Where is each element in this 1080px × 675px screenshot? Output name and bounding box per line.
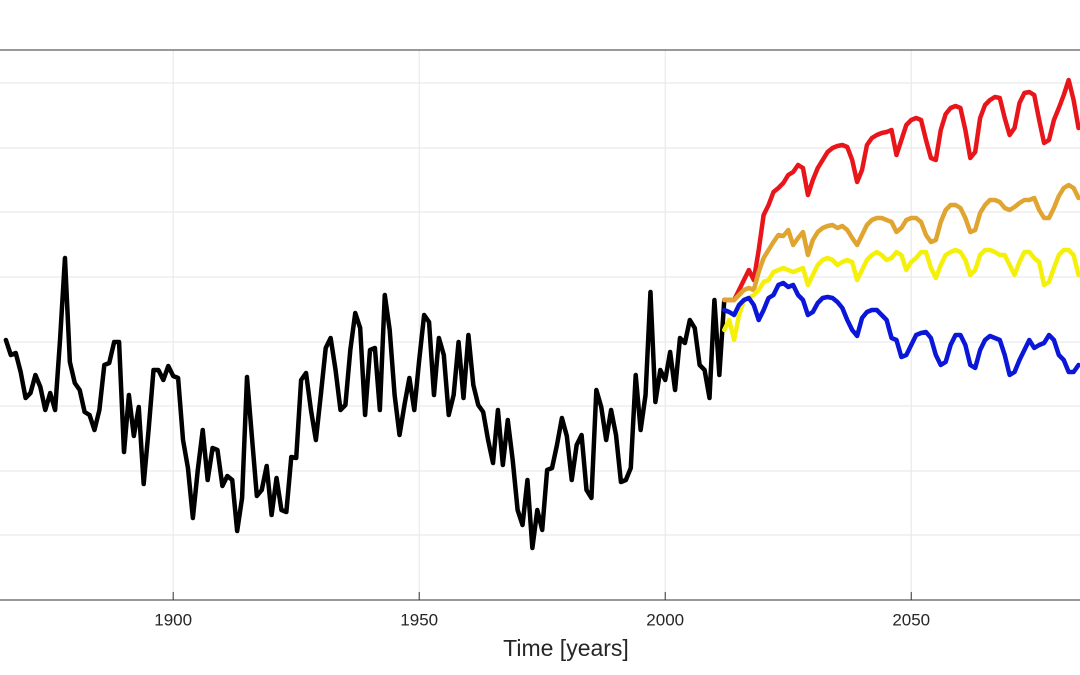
x-tick-label: 1900 <box>154 610 192 629</box>
series-line <box>722 77 1080 303</box>
series-line <box>3 255 727 551</box>
x-tick-label: 2000 <box>646 610 684 629</box>
series-line <box>722 280 1080 378</box>
x-axis-label: Time [years] <box>503 635 629 661</box>
x-tick-label: 1950 <box>400 610 438 629</box>
x-tick-label: 2050 <box>892 610 930 629</box>
series-line <box>722 182 1080 303</box>
series-line <box>722 247 1080 343</box>
